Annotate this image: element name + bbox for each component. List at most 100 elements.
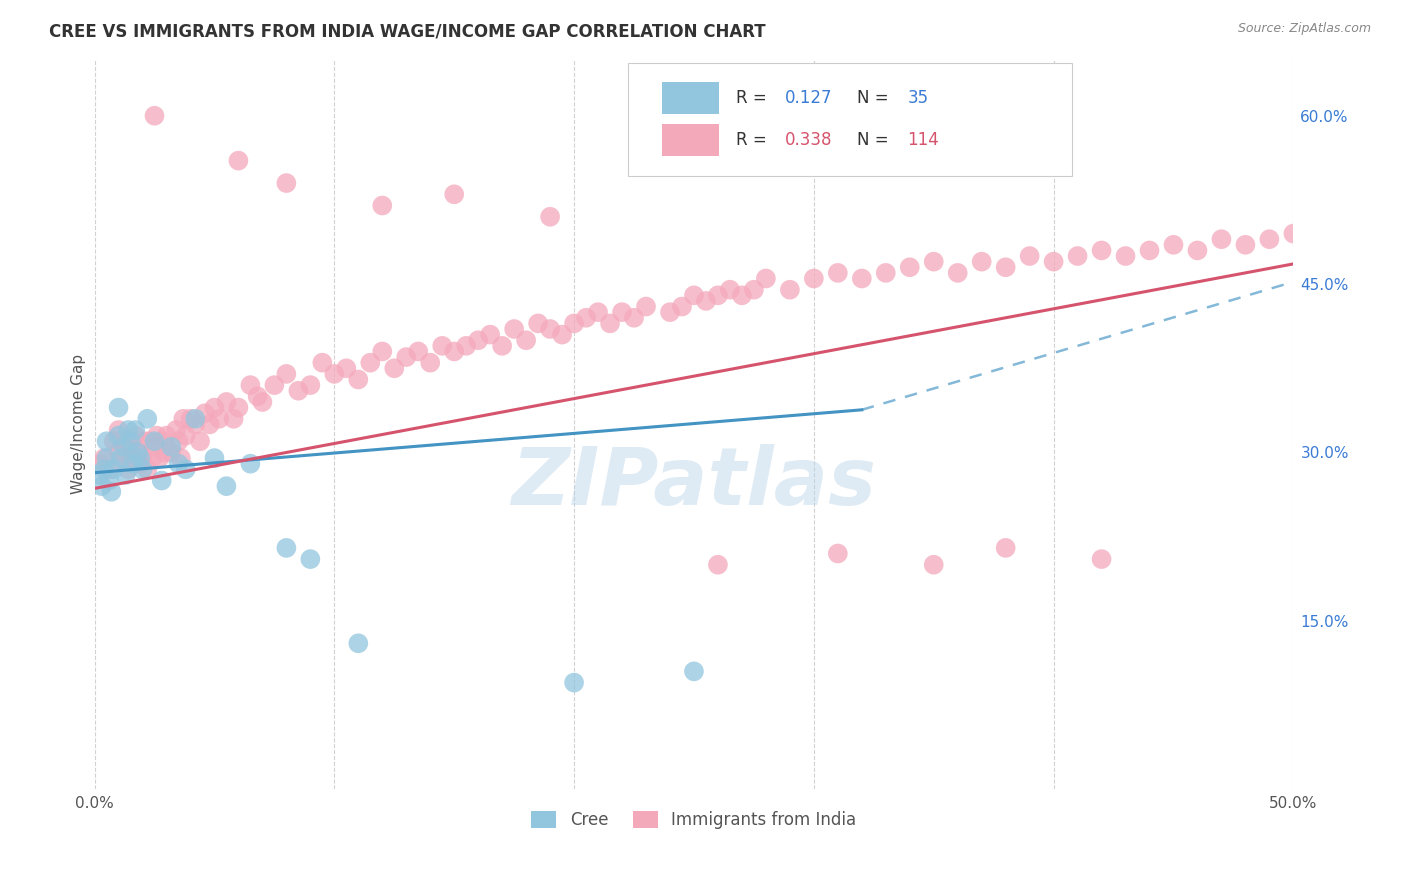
Point — [112, 451, 135, 466]
Point — [228, 401, 250, 415]
Point — [1258, 232, 1281, 246]
Point — [610, 305, 633, 319]
Point — [503, 322, 526, 336]
Point — [146, 428, 169, 442]
Point — [491, 339, 513, 353]
Point — [922, 558, 945, 572]
Point — [1090, 552, 1112, 566]
Point — [90, 479, 112, 493]
Legend: Cree, Immigrants from India: Cree, Immigrants from India — [524, 804, 863, 836]
Point — [215, 395, 238, 409]
Point — [107, 445, 129, 459]
Point — [141, 451, 163, 466]
Point — [731, 288, 754, 302]
Point — [110, 451, 132, 466]
Point — [167, 457, 190, 471]
Text: 0.338: 0.338 — [785, 131, 832, 149]
Point — [683, 665, 706, 679]
Point — [898, 260, 921, 275]
Point — [122, 457, 145, 471]
Point — [707, 288, 730, 302]
Point — [562, 675, 585, 690]
Point — [1234, 237, 1257, 252]
Point — [172, 412, 194, 426]
Point — [155, 428, 177, 442]
Point — [114, 467, 136, 482]
Point — [299, 378, 322, 392]
Point — [695, 293, 717, 308]
Point — [127, 445, 149, 459]
Point — [994, 541, 1017, 555]
Point — [184, 417, 207, 432]
Text: 0.127: 0.127 — [785, 89, 832, 107]
Point — [131, 462, 153, 476]
Point — [1306, 232, 1329, 246]
Point — [443, 187, 465, 202]
Point — [198, 417, 221, 432]
Point — [97, 474, 120, 488]
Text: R =: R = — [735, 131, 772, 149]
Point — [93, 462, 115, 476]
Point — [311, 356, 333, 370]
Point — [96, 434, 118, 449]
Point — [228, 153, 250, 168]
Point — [1163, 237, 1185, 252]
Point — [851, 271, 873, 285]
Point — [194, 406, 217, 420]
Point — [107, 401, 129, 415]
Point — [538, 210, 561, 224]
Point — [117, 423, 139, 437]
Point — [671, 300, 693, 314]
Text: 35: 35 — [907, 89, 928, 107]
Point — [131, 451, 153, 466]
Point — [946, 266, 969, 280]
Point — [103, 462, 125, 476]
Point — [1330, 227, 1353, 241]
Point — [456, 339, 478, 353]
Point — [179, 412, 201, 426]
Point — [153, 445, 176, 459]
Text: N =: N = — [858, 89, 894, 107]
Point — [89, 467, 111, 482]
Point — [174, 462, 197, 476]
Point — [100, 484, 122, 499]
Point — [138, 434, 160, 449]
Point — [1378, 227, 1400, 241]
Point — [803, 271, 825, 285]
Point — [97, 462, 120, 476]
Point — [204, 401, 226, 415]
Point — [120, 440, 142, 454]
Point — [779, 283, 801, 297]
Point — [827, 266, 849, 280]
Point — [922, 254, 945, 268]
Point — [170, 451, 193, 466]
Text: CREE VS IMMIGRANTS FROM INDIA WAGE/INCOME GAP CORRELATION CHART: CREE VS IMMIGRANTS FROM INDIA WAGE/INCOM… — [49, 22, 766, 40]
Point — [419, 356, 441, 370]
Point — [204, 451, 226, 466]
Point — [359, 356, 381, 370]
Point — [1139, 244, 1161, 258]
Point — [96, 451, 118, 466]
Point — [127, 445, 149, 459]
Point — [382, 361, 405, 376]
Point — [129, 457, 152, 471]
Text: ZIPatlas: ZIPatlas — [512, 444, 876, 522]
Point — [406, 344, 429, 359]
Point — [239, 378, 262, 392]
Point — [160, 445, 183, 459]
Point — [122, 451, 145, 466]
Text: N =: N = — [858, 131, 894, 149]
Point — [136, 462, 159, 476]
Point — [1090, 244, 1112, 258]
Point — [347, 636, 370, 650]
Point — [707, 558, 730, 572]
Point — [683, 288, 706, 302]
Point — [124, 428, 146, 442]
Point — [432, 339, 454, 353]
Point — [575, 310, 598, 325]
Point — [479, 327, 502, 342]
Point — [124, 423, 146, 437]
Point — [107, 428, 129, 442]
Point — [347, 372, 370, 386]
Point — [143, 434, 166, 449]
